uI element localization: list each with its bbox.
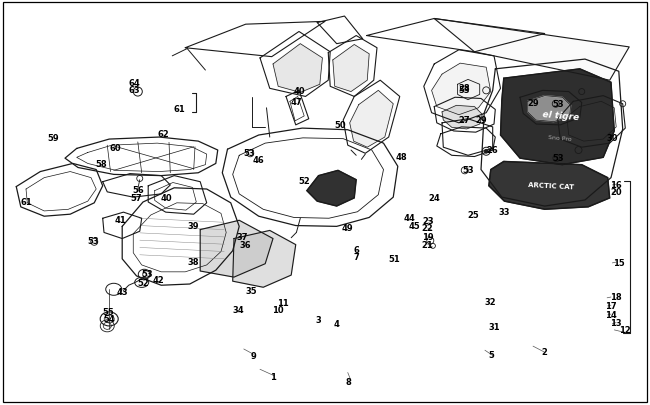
Text: 49: 49 bbox=[341, 224, 353, 233]
Text: 53: 53 bbox=[458, 85, 470, 94]
Text: 6: 6 bbox=[353, 246, 359, 255]
Text: 33: 33 bbox=[499, 208, 510, 217]
Polygon shape bbox=[333, 45, 369, 92]
Text: 46: 46 bbox=[253, 156, 265, 165]
Text: 34: 34 bbox=[232, 306, 244, 315]
Text: 64: 64 bbox=[128, 79, 140, 88]
Text: 60: 60 bbox=[110, 144, 122, 153]
Text: 54: 54 bbox=[103, 315, 115, 324]
Text: 20: 20 bbox=[610, 188, 622, 196]
Text: 51: 51 bbox=[388, 254, 400, 263]
Text: 42: 42 bbox=[153, 276, 164, 285]
Text: 57: 57 bbox=[131, 193, 142, 202]
Text: 56: 56 bbox=[132, 185, 144, 194]
Text: 21: 21 bbox=[422, 240, 434, 249]
Text: 32: 32 bbox=[484, 297, 496, 306]
Text: 24: 24 bbox=[428, 194, 440, 203]
Text: 47: 47 bbox=[291, 98, 302, 107]
Polygon shape bbox=[350, 91, 393, 148]
Text: 31: 31 bbox=[488, 322, 500, 331]
Text: 14: 14 bbox=[605, 310, 617, 319]
Text: 45: 45 bbox=[409, 222, 421, 230]
Text: 16: 16 bbox=[610, 180, 622, 189]
Text: Sno Pro: Sno Pro bbox=[549, 134, 572, 141]
Text: 53: 53 bbox=[141, 269, 153, 278]
Text: 29: 29 bbox=[475, 115, 487, 124]
Text: 27: 27 bbox=[458, 116, 470, 125]
Text: 12: 12 bbox=[619, 325, 631, 334]
Text: 3: 3 bbox=[316, 315, 321, 324]
Text: 53: 53 bbox=[244, 149, 255, 158]
Text: 58: 58 bbox=[96, 159, 107, 168]
Polygon shape bbox=[307, 171, 356, 207]
Text: 61: 61 bbox=[174, 105, 185, 114]
Polygon shape bbox=[528, 96, 571, 122]
Text: 23: 23 bbox=[422, 216, 434, 225]
Text: 48: 48 bbox=[396, 153, 408, 162]
Text: 52: 52 bbox=[298, 177, 310, 186]
Text: 28: 28 bbox=[458, 84, 470, 93]
Text: 40: 40 bbox=[293, 87, 305, 96]
Text: 26: 26 bbox=[487, 145, 499, 154]
Polygon shape bbox=[273, 45, 322, 93]
Text: 36: 36 bbox=[240, 240, 252, 249]
Text: 5: 5 bbox=[488, 350, 495, 359]
Text: 19: 19 bbox=[422, 232, 434, 241]
Polygon shape bbox=[200, 221, 273, 277]
Text: 17: 17 bbox=[605, 301, 617, 310]
Text: 29: 29 bbox=[527, 99, 539, 108]
Text: 53: 53 bbox=[552, 100, 564, 109]
Text: 53: 53 bbox=[462, 166, 474, 175]
Text: el tigre: el tigre bbox=[541, 109, 579, 122]
Text: 63: 63 bbox=[128, 86, 140, 95]
Polygon shape bbox=[434, 19, 629, 81]
Text: 11: 11 bbox=[278, 298, 289, 307]
Text: 25: 25 bbox=[467, 210, 479, 219]
Text: 44: 44 bbox=[404, 213, 415, 222]
Polygon shape bbox=[432, 64, 491, 115]
Text: 7: 7 bbox=[354, 252, 359, 261]
Text: 55: 55 bbox=[102, 307, 114, 316]
Text: 40: 40 bbox=[161, 193, 172, 202]
Text: 62: 62 bbox=[158, 130, 170, 139]
Text: 2: 2 bbox=[541, 347, 548, 356]
Text: 52: 52 bbox=[137, 278, 149, 287]
Text: 53: 53 bbox=[552, 153, 564, 162]
Polygon shape bbox=[233, 231, 296, 288]
Text: 9: 9 bbox=[251, 351, 256, 360]
Text: 4: 4 bbox=[333, 320, 340, 328]
Polygon shape bbox=[500, 70, 614, 165]
Text: 61: 61 bbox=[20, 197, 32, 206]
Circle shape bbox=[484, 150, 488, 154]
Text: 22: 22 bbox=[422, 224, 434, 233]
Text: 35: 35 bbox=[245, 286, 257, 295]
Polygon shape bbox=[489, 162, 610, 210]
Polygon shape bbox=[442, 106, 482, 130]
Text: 43: 43 bbox=[116, 287, 128, 296]
Text: 53: 53 bbox=[88, 237, 99, 246]
Text: 1: 1 bbox=[270, 372, 276, 381]
Text: 18: 18 bbox=[610, 292, 622, 301]
Text: 59: 59 bbox=[47, 134, 59, 143]
Text: 30: 30 bbox=[606, 134, 618, 143]
Text: 37: 37 bbox=[236, 233, 248, 242]
Text: 10: 10 bbox=[272, 306, 284, 315]
Text: 38: 38 bbox=[188, 257, 200, 266]
Text: ARCTIC CAT: ARCTIC CAT bbox=[528, 181, 575, 190]
Text: 39: 39 bbox=[188, 222, 200, 230]
Text: 50: 50 bbox=[335, 121, 346, 130]
Text: 8: 8 bbox=[346, 377, 351, 386]
Text: 41: 41 bbox=[115, 215, 127, 224]
Text: 15: 15 bbox=[613, 258, 625, 267]
Text: 13: 13 bbox=[610, 318, 622, 327]
